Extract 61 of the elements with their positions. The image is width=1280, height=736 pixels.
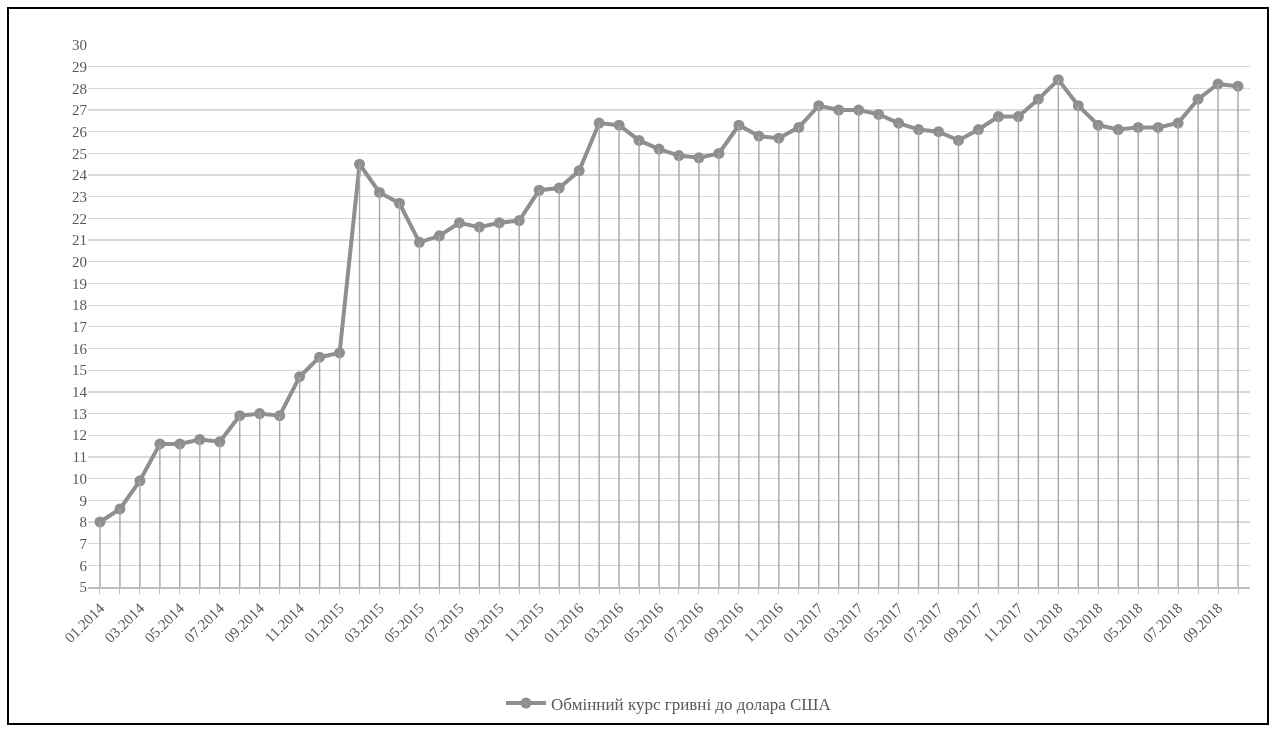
point xyxy=(473,221,485,233)
legend-label: Обмінний курс гривні до долара США xyxy=(551,694,832,714)
point xyxy=(374,186,385,198)
point xyxy=(1052,74,1064,86)
y-tick-label: 6 xyxy=(79,557,88,574)
y-tick-label: 5 xyxy=(79,579,87,596)
y-tick-label: 25 xyxy=(72,145,87,162)
point xyxy=(1112,124,1124,136)
y-tick-label: 13 xyxy=(72,405,87,422)
point xyxy=(1032,93,1044,105)
y-tick-label: 28 xyxy=(72,80,87,97)
point xyxy=(793,121,805,133)
point xyxy=(354,158,366,170)
y-tick-label: 29 xyxy=(72,58,87,75)
point xyxy=(314,351,326,363)
point xyxy=(913,124,925,136)
point xyxy=(1092,119,1104,131)
y-tick-label: 11 xyxy=(72,449,87,466)
y-tick-label: 7 xyxy=(79,535,88,552)
point xyxy=(294,371,306,383)
point xyxy=(453,217,465,229)
y-tick-label: 21 xyxy=(72,232,87,249)
y-tick-label: 30 xyxy=(72,37,87,54)
point xyxy=(1012,111,1024,123)
y-tick-label: 15 xyxy=(72,362,87,379)
y-tick-label: 27 xyxy=(72,102,88,119)
y-tick-label: 18 xyxy=(72,297,87,314)
point xyxy=(533,184,545,196)
y-tick-label: 20 xyxy=(72,254,87,271)
y-tick-label: 9 xyxy=(79,492,87,509)
point xyxy=(493,217,505,229)
point xyxy=(813,100,825,112)
point xyxy=(1072,100,1084,112)
point xyxy=(393,197,405,209)
y-tick-label: 22 xyxy=(72,210,87,227)
point xyxy=(274,410,286,422)
point xyxy=(873,108,885,120)
point xyxy=(972,124,984,136)
y-tick-label: 24 xyxy=(72,167,88,184)
y-tick-label: 23 xyxy=(72,189,87,206)
y-tick-label: 14 xyxy=(72,384,88,401)
y-tick-label: 10 xyxy=(72,470,87,487)
y-tick-label: 8 xyxy=(79,514,87,531)
point xyxy=(433,230,445,242)
point xyxy=(853,104,865,116)
point xyxy=(893,117,905,129)
y-tick-label: 17 xyxy=(72,319,88,336)
point xyxy=(234,410,246,422)
y-tick-label: 26 xyxy=(72,123,88,140)
point xyxy=(334,347,346,359)
point xyxy=(413,236,425,248)
point xyxy=(992,111,1004,123)
y-tick-label: 12 xyxy=(72,427,87,444)
point xyxy=(933,126,945,138)
point xyxy=(254,408,266,420)
y-tick-label: 16 xyxy=(72,340,88,357)
point xyxy=(953,134,964,146)
point xyxy=(214,436,226,448)
point xyxy=(513,215,525,227)
point xyxy=(833,104,845,116)
y-tick-label: 19 xyxy=(72,275,87,292)
